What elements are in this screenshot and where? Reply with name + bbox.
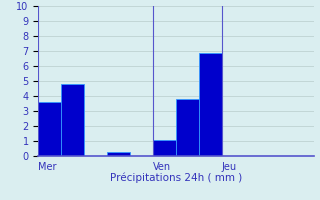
Bar [176,99,199,156]
Bar [199,52,222,156]
Bar [153,140,176,156]
Text: Mer: Mer [38,162,57,172]
Bar [107,152,130,156]
Bar [61,84,84,156]
X-axis label: Précipitations 24h ( mm ): Précipitations 24h ( mm ) [110,173,242,183]
Text: Ven: Ven [153,162,171,172]
Bar [38,102,61,156]
Text: Jeu: Jeu [222,162,237,172]
